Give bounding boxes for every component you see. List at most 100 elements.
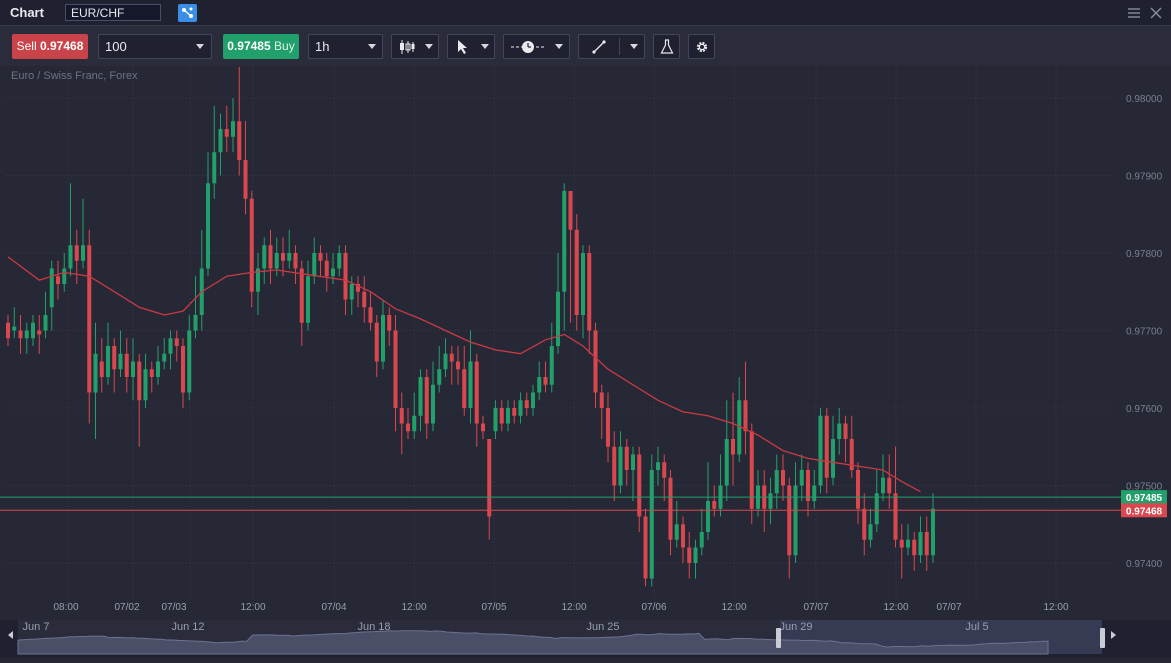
candle [362,276,367,323]
candle [262,237,267,284]
candle [181,338,185,408]
candle-body [106,346,110,377]
timeframe-select[interactable]: 1h [308,34,383,59]
candle [387,307,392,346]
candle [587,245,592,354]
candle-body [799,470,804,486]
candle [281,237,285,277]
candle [493,400,498,439]
candle-body [262,245,267,269]
candle [368,291,373,331]
symbol-input[interactable]: EUR/CHF [65,4,161,21]
candle [93,322,98,439]
candle [668,470,673,556]
candle [18,315,23,354]
sell-button[interactable]: Sell 0.97468 [12,34,88,59]
quantity-value: 100 [105,39,127,54]
candle-body [43,315,48,331]
candle [618,431,623,494]
candle [437,346,442,393]
candle-body [881,477,885,494]
candle-body [781,470,785,486]
candle [431,361,435,432]
candle-body [868,524,873,540]
candle [487,439,492,540]
candle-body [256,268,260,292]
candle-body [443,353,448,370]
buy-button[interactable]: 0.97485 Buy [223,34,299,59]
y-tick-label: 0.97800 [1126,249,1163,260]
candle [449,346,454,385]
candle [931,493,935,563]
candle [812,470,817,509]
time-navigator[interactable]: Jun 7 Jun 12 Jun 18 Jun 25 Jun 29 Jul 5 [0,620,1171,658]
candle-body [193,315,198,331]
candle [593,322,598,408]
candle-body [268,245,273,269]
candle [293,245,298,284]
candle-body [312,253,317,277]
candle [124,338,129,393]
candle-body [368,307,373,323]
sell-label: Sell [16,39,37,53]
candle [912,532,917,571]
candle-body [618,446,623,486]
x-tick-label: 12:00 [721,602,746,613]
time-tool-button[interactable] [503,34,570,59]
candle [881,454,885,501]
candle-body [818,415,823,486]
candle-body [637,454,642,517]
x-axis-labels: 08:00 07/02 07/03 12:00 07/04 12:00 07/05 12:00… [53,602,1068,613]
menu-icon[interactable] [1126,5,1142,21]
price-chart[interactable]: 0.98000 0.97900 0.97800 0.97700 0.97600 0.975… [0,66,1171,620]
candle-body [524,400,529,408]
candle [243,121,248,215]
x-tick-label: 07/04 [321,602,346,613]
indicators-button[interactable] [653,34,680,59]
candle-body [612,446,617,486]
candle-body [924,532,929,556]
candle [556,253,560,354]
candle [537,361,542,401]
close-icon[interactable] [1148,5,1164,21]
chart-type-button[interactable] [391,34,439,59]
cursor-tool-button[interactable] [447,34,495,59]
settings-button[interactable] [688,34,715,59]
quantity-select[interactable]: 100 [98,34,212,59]
candle [562,183,567,331]
scroll-left-icon[interactable] [8,631,13,639]
candle [868,508,873,548]
candle-body [337,253,342,269]
candle [662,454,667,501]
divider [619,38,620,55]
y-tick-label: 0.98000 [1126,94,1163,105]
candle [737,377,742,463]
candle [599,384,604,439]
candle-body [318,253,323,261]
drawing-tool-button[interactable] [578,34,645,59]
candle [649,454,654,587]
candle [681,516,685,563]
candle [99,338,104,393]
candle [531,384,535,416]
candle-body [331,268,335,277]
candle [68,183,73,277]
link-icon[interactable] [178,4,197,22]
scroll-right-icon[interactable] [1111,631,1116,639]
chart-toolbar: Sell 0.97468 100 0.97485 Buy 1h [0,26,1171,66]
candle-body [393,330,398,408]
candle [831,415,835,486]
y-tick-label: 0.97900 [1126,172,1163,183]
candle [762,470,767,532]
candle-body [693,547,698,563]
candle [474,353,479,447]
candle [337,245,342,277]
candle [49,260,54,331]
candle-body [474,361,479,424]
navigator-left-handle[interactable] [776,628,781,648]
candle-body [837,423,842,439]
navigator-right-handle[interactable] [1100,628,1105,648]
candle [824,408,829,494]
candle-body [893,493,898,540]
candle [324,253,329,292]
